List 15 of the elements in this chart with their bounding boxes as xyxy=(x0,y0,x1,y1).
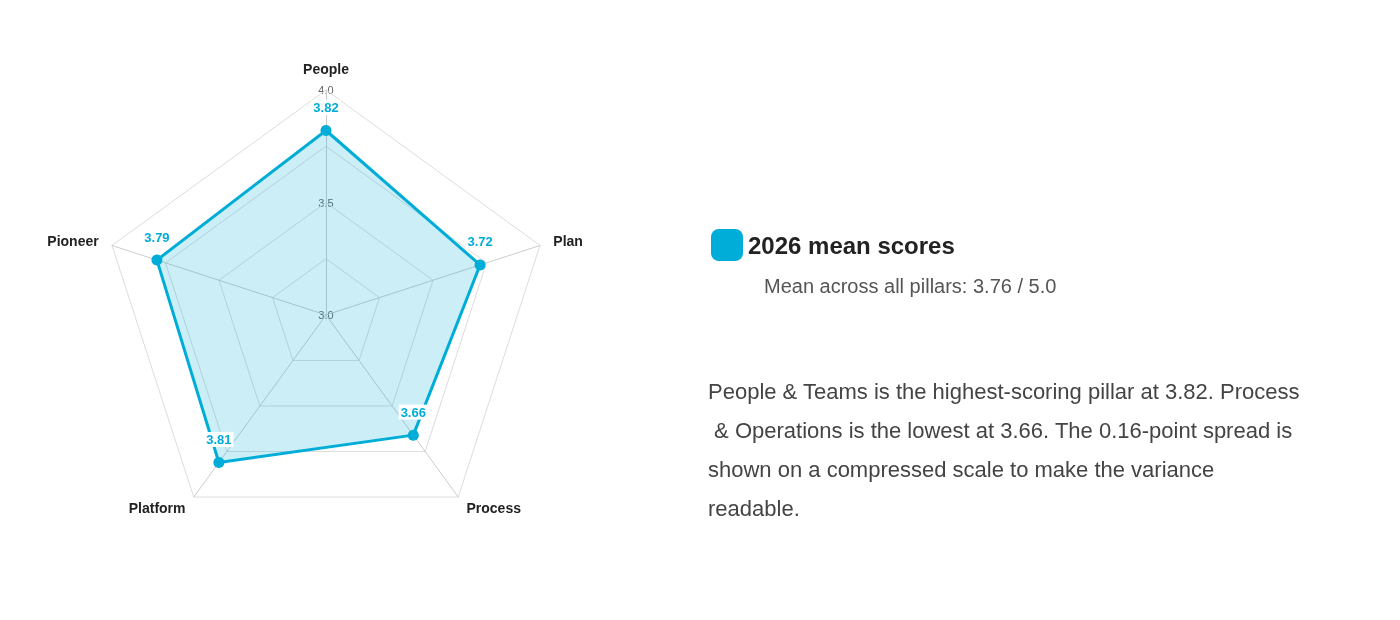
data-label: 3.81 xyxy=(206,431,232,447)
y-tick-label: 3.0 xyxy=(318,309,334,321)
spoke-label: Process xyxy=(466,500,522,517)
spoke-label: People xyxy=(303,61,350,77)
y-tick-label: 4.0 xyxy=(318,84,334,96)
text: Mean across all pillars: 3.76 / 5.0 xyxy=(764,275,1057,297)
legend-label: 2026 mean scores xyxy=(748,231,955,259)
text: People & Teams is the highest-scoring pillar at 3.82. Process & Operations is the lowest at 3.66. The 0.16-point spread is shown on a compressed scale to make the variance readable. xyxy=(708,379,1300,521)
data-label: 3.79 xyxy=(144,229,170,245)
data-label: 3.72 xyxy=(467,234,493,250)
data-label: 3.82 xyxy=(313,100,339,115)
data-label: 3.66 xyxy=(400,404,426,420)
spoke-label: Pioneer xyxy=(47,233,100,250)
spoke-label: Platform xyxy=(128,500,186,517)
spoke-label: Plan xyxy=(553,233,583,250)
